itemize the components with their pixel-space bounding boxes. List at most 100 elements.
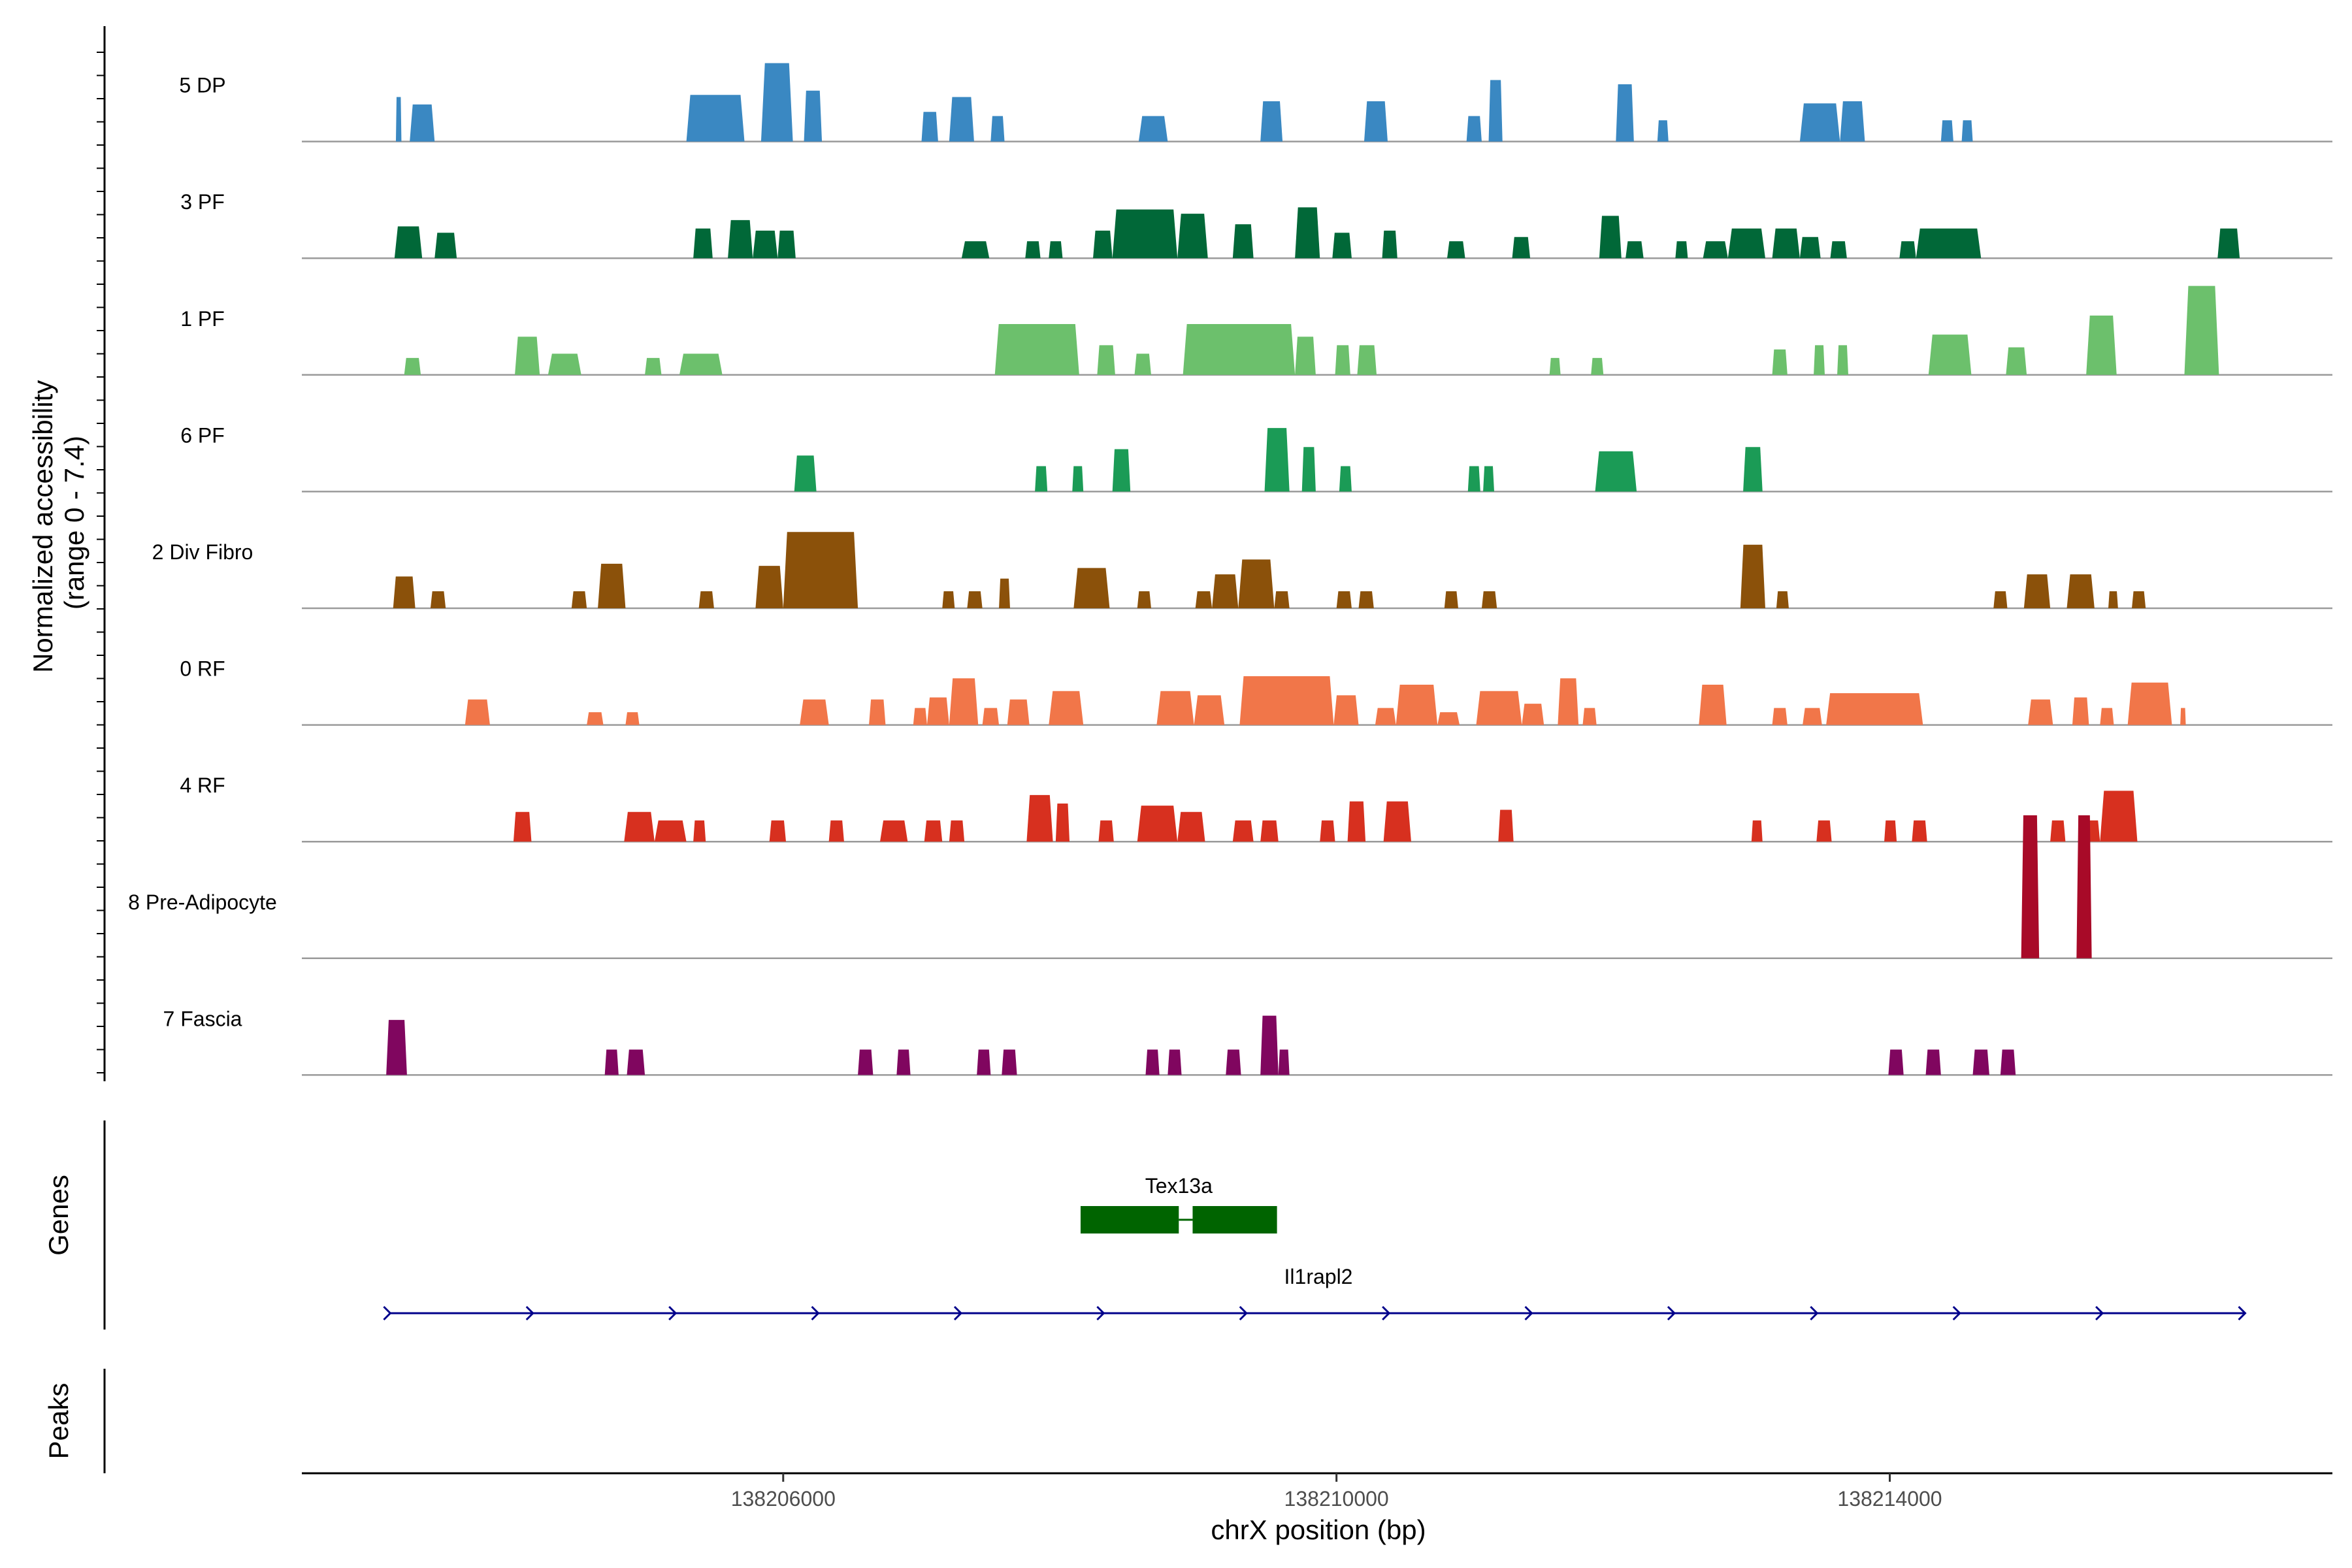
coverage-peak: [1007, 699, 1030, 725]
coverage-peak: [1657, 120, 1669, 142]
coverage-peak: [924, 820, 943, 842]
coverage-peak: [879, 820, 908, 842]
track-label: 5 DP: [179, 74, 225, 97]
coverage-peak: [1098, 820, 1114, 842]
coverage-peak: [1073, 568, 1110, 608]
coverage-peak: [1727, 228, 1765, 259]
coverage-peak: [2127, 682, 2172, 725]
coverage-peak: [1595, 451, 1637, 492]
coverage-peak: [1055, 803, 1070, 842]
coverage-peak: [513, 811, 532, 842]
coverage-peak: [1339, 466, 1352, 492]
coverage-peak: [1481, 591, 1497, 608]
coverage-peak: [1383, 801, 1411, 842]
coverage-tracks: 5 DP 3 PF 1 PF 6 PF 2 Div Fibro 0 RF 4 RF 8 Pre…: [128, 63, 2332, 1076]
coverage-peak: [1803, 708, 1822, 725]
coverage-peak: [1699, 684, 1727, 725]
coverage-peak: [1799, 237, 1821, 259]
coverage-peak: [1320, 820, 1335, 842]
strand-arrow: [1096, 1305, 1105, 1321]
coverage-peak: [769, 820, 787, 842]
strand-arrow: [1952, 1305, 1961, 1321]
coverage-peak: [1888, 1049, 1904, 1075]
coverage-peak: [1916, 228, 1982, 259]
coverage-peak: [1928, 335, 1972, 375]
coverage-peak: [1703, 241, 1728, 259]
y-axis-title-line-1: Normalized accessibility: [27, 380, 58, 673]
coverage-peak: [1194, 695, 1225, 725]
coverage-peak: [2021, 815, 2040, 958]
strand-arrow: [2095, 1305, 2104, 1321]
coverage-peak: [949, 678, 979, 725]
coverage-peak: [1295, 336, 1316, 375]
coverage-peak: [624, 811, 655, 842]
coverage-peak: [1026, 794, 1053, 842]
coverage-peak: [1993, 591, 2008, 608]
coverage-peak: [1274, 591, 1290, 608]
coverage-peak: [1772, 228, 1800, 259]
coverage-peak: [598, 563, 626, 608]
coverage-peak: [1212, 574, 1239, 608]
track-label: 4 RF: [180, 774, 225, 797]
coverage-peak: [1466, 116, 1482, 142]
track-4-rf: 4 RF: [180, 774, 2332, 843]
coverage-peak: [393, 576, 416, 608]
coverage-peak: [410, 104, 435, 142]
coverage-peak: [1840, 101, 1865, 142]
coverage-peak: [1740, 544, 1765, 608]
track-0-rf: 0 RF: [180, 657, 2332, 726]
coverage-peak: [1396, 684, 1438, 725]
coverage-peak: [1239, 676, 1334, 725]
coverage-peak: [1675, 241, 1688, 259]
track-5-dp: 5 DP: [179, 63, 2332, 142]
coverage-peak: [1522, 704, 1544, 725]
coverage-peak: [1177, 214, 1208, 259]
coverage-peak: [921, 112, 938, 142]
coverage-peak: [2100, 708, 2114, 725]
coverage-peak: [1961, 120, 1973, 142]
gene-exon: [1192, 1206, 1277, 1233]
coverage-peak: [1049, 241, 1063, 259]
coverage-peak: [571, 591, 587, 608]
coverage-peak: [755, 566, 783, 608]
coverage-peak: [1156, 691, 1194, 725]
coverage-peak: [430, 591, 446, 608]
coverage-peak: [1884, 820, 1897, 842]
x-tick-label: 138214000: [1837, 1487, 1942, 1511]
track-8-pre-adipocyte: 8 Pre-Adipocyte: [128, 815, 2332, 960]
coverage-peak: [2217, 228, 2240, 259]
coverage-peak: [465, 699, 490, 725]
strand-arrow: [2238, 1305, 2247, 1321]
x-axis: 138206000 138210000 138214000: [302, 1472, 2332, 1511]
coverage-peak: [627, 1049, 645, 1075]
coverage-peak: [1137, 591, 1151, 608]
coverage-peak: [1195, 591, 1213, 608]
coverage-peak: [2076, 815, 2092, 958]
coverage-peak: [1826, 693, 1923, 725]
track-label: 1 PF: [180, 307, 225, 331]
coverage-peak: [2066, 574, 2095, 608]
coverage-peak: [1837, 345, 1848, 375]
coverage-peak: [1347, 801, 1366, 842]
coverage-peak: [625, 712, 640, 725]
coverage-peak: [394, 226, 423, 259]
coverage-peak: [1437, 712, 1460, 725]
coverage-peak: [2180, 708, 2186, 725]
coverage-peak: [1772, 708, 1788, 725]
coverage-peak: [2100, 791, 2138, 842]
gene-il1rapl2: Il1rapl2: [383, 1265, 2247, 1321]
coverage-peak: [679, 353, 723, 375]
strand-arrow: [953, 1305, 963, 1321]
coverage-peak: [994, 323, 1079, 375]
coverage-peak: [828, 820, 844, 842]
x-tick-label: 138206000: [731, 1487, 836, 1511]
track-1-pf: 1 PF: [180, 286, 2332, 376]
coverage-peak: [1072, 466, 1084, 492]
coverage-peak: [1382, 231, 1397, 259]
coverage-peak: [760, 63, 793, 142]
coverage-peak: [1301, 447, 1316, 492]
strand-arrow: [1239, 1305, 1248, 1321]
coverage-peak: [783, 532, 858, 608]
strand-arrow: [811, 1305, 820, 1321]
genes-panel: Tex13a Il1rapl2: [103, 1120, 2247, 1330]
